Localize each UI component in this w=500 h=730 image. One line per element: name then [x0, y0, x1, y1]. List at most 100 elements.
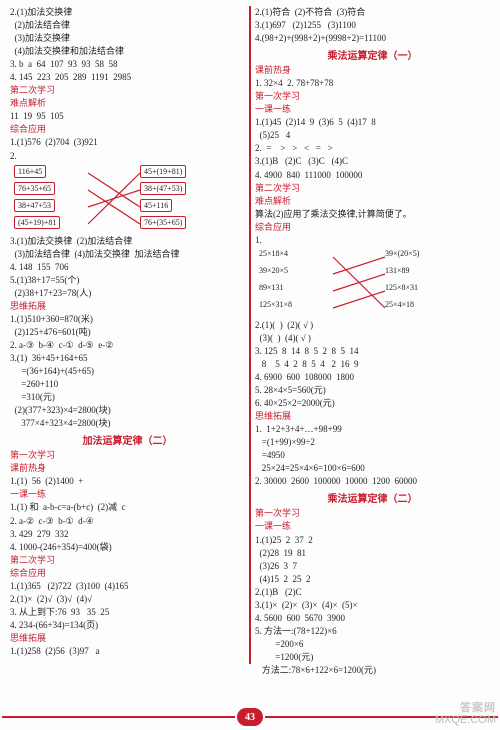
- right-b-line: 课前热身: [255, 64, 490, 77]
- right-b-line: (5)25 4: [255, 129, 490, 142]
- left-b-line: 1.(1)510+360=870(米): [10, 313, 245, 326]
- left-a-line: 2.(1)加法交换律: [10, 6, 245, 19]
- left-c-line: 第二次学习: [10, 554, 245, 567]
- right-b-line: 综合应用: [255, 221, 490, 234]
- heading-mult-2: 乘法运算定律（二）: [255, 490, 490, 505]
- matching-diagram-2-right-item: 25×4×18: [385, 300, 414, 309]
- left-b-line: 377×4+323×4=2800(块): [10, 417, 245, 430]
- left-b-line: (2)125+476=601(吨): [10, 326, 245, 339]
- matching-diagram-1-right-item: 45+116: [140, 199, 172, 212]
- matching-diagram-2-left-item: 89×131: [259, 283, 284, 292]
- right-c-line: =(1+99)×99÷2: [255, 436, 490, 449]
- right-c-line: 6. 40×25×2=2000(元): [255, 397, 490, 410]
- right-c-line: 2. 30000 2600 100000 10000 1200 60000: [255, 475, 490, 488]
- right-b-line: 一课一练: [255, 103, 490, 116]
- left-a-line: 11 19 95 105: [10, 110, 245, 123]
- right-c-line: 25×24=25×4×6=100×6=600: [255, 462, 490, 475]
- right-d-line: 4. 5600 600 5670 3900: [255, 612, 490, 625]
- matching-diagram-2: 25×18×4 39×20×5 89×131 125×31×8 39×(20×5) 131…: [255, 249, 490, 317]
- left-b-line: =310(元): [10, 391, 245, 404]
- left-c-line: 2. a-② c-③ b-① d-④: [10, 515, 245, 528]
- right-c-line: 8 5 4 2 8 5 4 2 16 9: [255, 358, 490, 371]
- right-d-line: (2)28 19 81: [255, 547, 490, 560]
- left-a-line: 3. b a 64 107 93 93 58 58: [10, 58, 245, 71]
- left-c-line: 1.(1) 和 a-b-c=a-(b+c) (2)减 c: [10, 501, 245, 514]
- left-a-line: 第二次学习: [10, 84, 245, 97]
- matching-diagram-2-left-item: 25×18×4: [259, 249, 288, 258]
- matching-diagram-1-right-item: 76+(35+65): [140, 216, 186, 229]
- left-b-line: =(36+164)+(45+65): [10, 365, 245, 378]
- left-c-line: 课前热身: [10, 462, 245, 475]
- left-c-line: 3. 429 279 332: [10, 528, 245, 541]
- left-c-line: 4. 1000-(246+354)=400(袋): [10, 541, 245, 554]
- right-b-line: 3.(1)B (2)C (3)C (4)C: [255, 155, 490, 168]
- left-a-line: 综合应用: [10, 123, 245, 136]
- left-a-line: 1.(1)576 (2)704 (3)921: [10, 136, 245, 149]
- right-d-line: 一课一练: [255, 520, 490, 533]
- right-a-line: 2.(1)符合 (2)不符合 (3)符合: [255, 6, 490, 19]
- left-b-line: (2)38+17+23=78(人): [10, 287, 245, 300]
- right-c-line: 思维拓展: [255, 410, 490, 423]
- heading-addition-2: 加法运算定律（二）: [10, 432, 245, 447]
- right-d-line: 5. 方法一:(78+122)×6: [255, 625, 490, 638]
- right-b-line: 1.: [255, 234, 490, 247]
- matching-diagram-1-left-item: 38+47+53: [14, 199, 55, 212]
- right-c-line: 4. 6900 600 108000 1800: [255, 371, 490, 384]
- left-c-line: 1.(1) 56 (2)1400 +: [10, 475, 245, 488]
- right-c-line: 1. 1+2+3+4+…+98+99: [255, 423, 490, 436]
- right-a-line: 4.(98+2)+(998+2)+(9998+2)=11100: [255, 32, 490, 45]
- left-b-line: (2)(377+323)×4=2800(块): [10, 404, 245, 417]
- right-b-line: 4. 4900 840 111000 100000: [255, 169, 490, 182]
- right-d-line: 1.(1)25 2 37 2: [255, 534, 490, 547]
- right-c-line: 3. 125 8 14 8 5 2 8 5 14: [255, 345, 490, 358]
- left-c-line: 第一次学习: [10, 449, 245, 462]
- right-c-line: (3)( ) (4)( √ ): [255, 332, 490, 345]
- watermark-bottom: MXQE.COM: [435, 714, 496, 726]
- right-b-line: 2. = > > < = >: [255, 142, 490, 155]
- left-b-line: 4. 148 155 706: [10, 261, 245, 274]
- left-column: 2.(1)加法交换律 (2)加法结合律 (3)加法交换律 (4)加法交换律和加法…: [6, 6, 251, 664]
- right-c-line: 5. 28×4×5=560(元): [255, 384, 490, 397]
- left-b-line: =260+110: [10, 378, 245, 391]
- left-a-line: 4. 145 223 205 289 1191 2985: [10, 71, 245, 84]
- matching-diagram-2-left-item: 39×20×5: [259, 266, 288, 275]
- left-a-line: 2.: [10, 150, 245, 163]
- left-b-line: 2. a-③ b-④ c-① d-⑤ e-②: [10, 339, 245, 352]
- right-b-line: 难点解析: [255, 195, 490, 208]
- page-number: 43: [237, 708, 263, 726]
- right-b-line: 算法(2)应用了乘法交换律,计算简便了。: [255, 208, 490, 221]
- matching-diagram-1-right-item: 38+(47+53): [140, 182, 186, 195]
- left-b-line: 5.(1)38+17=55(个): [10, 274, 245, 287]
- matching-diagram-1: 116+4576+35+6538+47+53(45+19)+8145+(19+8…: [10, 165, 245, 233]
- left-c-line: 3. 从上到下:76 93 35 25: [10, 606, 245, 619]
- right-d-line: =1200(元): [255, 651, 490, 664]
- right-d-line: (3)26 3 7: [255, 560, 490, 573]
- matching-diagram-1-right-item: 45+(19+81): [140, 165, 186, 178]
- right-d-line: 2.(1)B (2)C: [255, 586, 490, 599]
- heading-mult-1: 乘法运算定律（一）: [255, 47, 490, 62]
- right-a-line: 3.(1)697 (2)1255 (3)1100: [255, 19, 490, 32]
- right-b-line: 第二次学习: [255, 182, 490, 195]
- matching-diagram-2-right-item: 125×8×31: [385, 283, 418, 292]
- left-a-line: (3)加法交换律: [10, 32, 245, 45]
- left-c-line: 1.(1)258 (2)56 (3)97 a: [10, 645, 245, 658]
- left-c-line: 一课一练: [10, 488, 245, 501]
- left-c-line: 1.(1)365 (2)722 (3)100 (4)165: [10, 580, 245, 593]
- right-b-line: 1. 32×4 2. 78+78+78: [255, 77, 490, 90]
- left-b-line: (3)加法结合律 (4)加法交换律 加法结合律: [10, 248, 245, 261]
- right-b-line: 第一次学习: [255, 90, 490, 103]
- matching-diagram-2-right-item: 39×(20×5): [385, 249, 419, 258]
- right-c-line: 2.(1)( ) (2)( √ ): [255, 319, 490, 332]
- right-d-line: (4)15 2 25 2: [255, 573, 490, 586]
- left-c-line: 2.(1)× (2)√ (3)√ (4)√: [10, 593, 245, 606]
- matching-diagram-1-left-item: (45+19)+81: [14, 216, 60, 229]
- page-footer: 43: [0, 708, 500, 726]
- right-c-line: =4950: [255, 449, 490, 462]
- matching-diagram-2-left-item: 125×31×8: [259, 300, 292, 309]
- matching-diagram-2-right-item: 131×89: [385, 266, 410, 275]
- left-b-line: 思维拓展: [10, 300, 245, 313]
- right-d-line: 第一次学习: [255, 507, 490, 520]
- left-b-line: 3.(1) 36+45+164+65: [10, 352, 245, 365]
- page: 2.(1)加法交换律 (2)加法结合律 (3)加法交换律 (4)加法交换律和加法…: [0, 0, 500, 694]
- footer-rule-left: [2, 716, 235, 718]
